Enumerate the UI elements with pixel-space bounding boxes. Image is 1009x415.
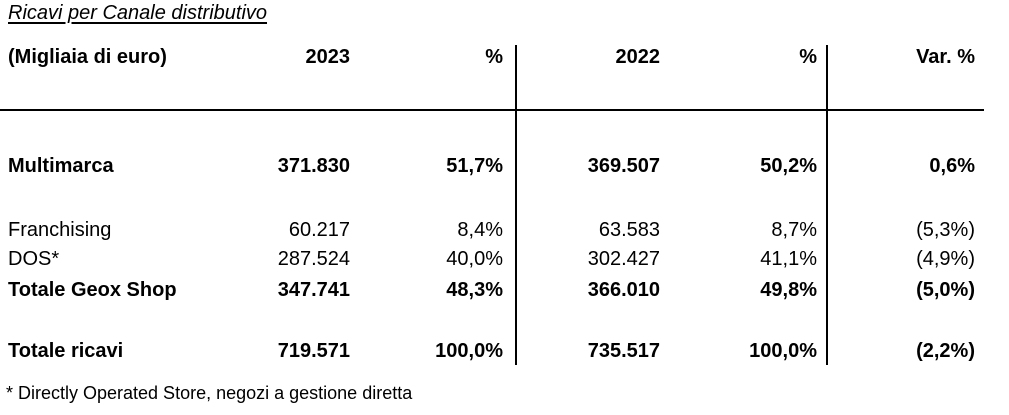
table-row-multimarca: Multimarca 371.830 51,7% 369.507 50,2% 0… [0,155,985,177]
pct-2022: 8,7% [771,219,817,241]
row-label: Totale ricavi [8,340,124,362]
column-divider-2 [826,45,828,365]
column-header-pct-2022: % [799,46,817,68]
column-header-2022: 2022 [615,46,661,68]
pct-2023: 51,7% [446,155,503,177]
row-label: Multimarca [8,155,114,177]
footnote: * Directly Operated Store, negozi a gest… [6,383,413,403]
table-row-totale-geox-shop: Totale Geox Shop 347.741 48,3% 366.010 4… [0,279,985,301]
value-2023: 60.217 [288,219,350,241]
table-row-dos: DOS* 287.524 40,0% 302.427 41,1% (4,9%) [0,248,985,270]
var-pct: (4,9%) [916,248,975,270]
var-pct: 0,6% [929,155,975,177]
pct-2023: 48,3% [446,279,503,301]
row-label: Franchising [8,219,112,241]
column-header-pct-2023: % [485,46,503,68]
table-header-row: (Migliaia di euro) 2023 % 2022 % Var. % [0,46,985,68]
value-2022: 735.517 [587,340,660,362]
var-pct: (5,0%) [916,279,975,301]
value-2022: 366.010 [587,279,660,301]
var-pct: (2,2%) [916,340,975,362]
value-2022: 302.427 [587,248,660,270]
page-title: Ricavi per Canale distributivo [8,2,268,24]
column-header-2023: 2023 [305,46,351,68]
value-2023: 719.571 [277,340,350,362]
row-label: Totale Geox Shop [8,279,177,301]
column-header-var-pct: Var. % [916,46,975,68]
table-row-totale-ricavi: Totale ricavi 719.571 100,0% 735.517 100… [0,340,985,362]
value-2023: 287.524 [277,248,350,270]
pct-2023: 8,4% [457,219,503,241]
pct-2022: 100,0% [749,340,817,362]
pct-2023: 40,0% [446,248,503,270]
var-pct: (5,3%) [916,219,975,241]
column-divider-1 [515,45,517,365]
value-2023: 371.830 [277,155,350,177]
pct-2022: 50,2% [760,155,817,177]
column-header-unit: (Migliaia di euro) [8,46,167,68]
pct-2022: 41,1% [760,248,817,270]
value-2023: 347.741 [277,279,350,301]
table-row-franchising: Franchising 60.217 8,4% 63.583 8,7% (5,3… [0,219,985,241]
value-2022: 63.583 [598,219,660,241]
header-separator-line [0,109,984,111]
pct-2022: 49,8% [760,279,817,301]
pct-2023: 100,0% [435,340,503,362]
row-label: DOS* [8,248,60,270]
value-2022: 369.507 [587,155,660,177]
